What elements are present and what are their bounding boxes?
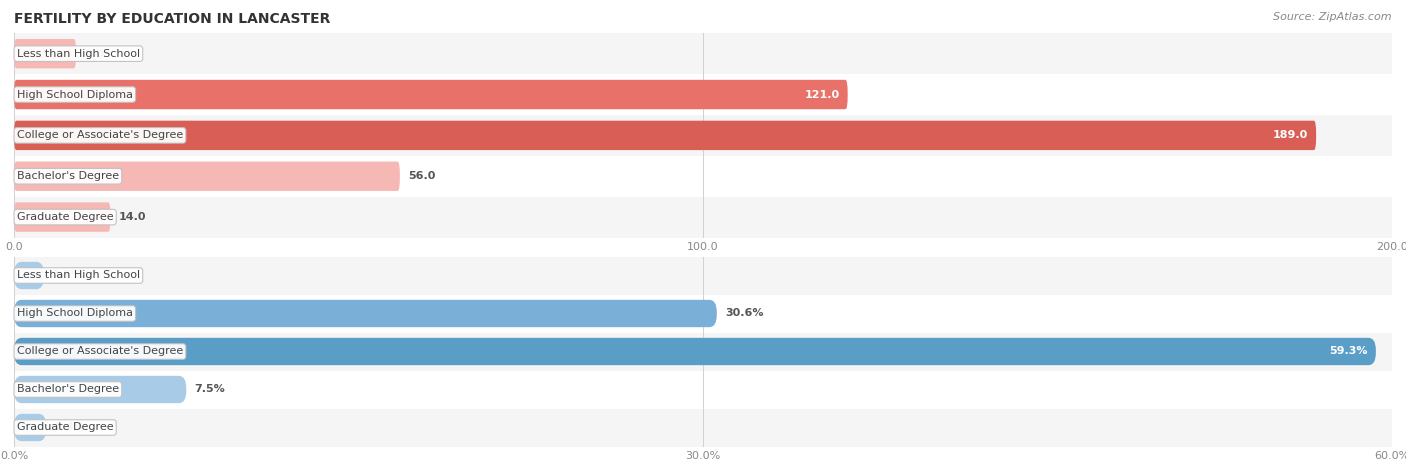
FancyBboxPatch shape [14,376,186,403]
Text: High School Diploma: High School Diploma [17,308,132,319]
Text: Bachelor's Degree: Bachelor's Degree [17,171,120,181]
Text: Graduate Degree: Graduate Degree [17,212,114,222]
Text: Less than High School: Less than High School [17,48,141,59]
Bar [14,156,1392,197]
FancyBboxPatch shape [14,121,1316,150]
Text: 189.0: 189.0 [1272,130,1308,141]
Bar [14,115,1392,156]
Text: Less than High School: Less than High School [17,270,141,281]
Text: 121.0: 121.0 [804,89,839,100]
FancyBboxPatch shape [14,202,111,232]
FancyBboxPatch shape [14,338,1376,365]
Text: 1.3%: 1.3% [52,270,83,281]
Text: Source: ZipAtlas.com: Source: ZipAtlas.com [1274,12,1392,22]
Bar [14,197,1392,238]
FancyBboxPatch shape [14,162,399,191]
Bar [14,256,1392,294]
Text: 30.6%: 30.6% [725,308,763,319]
Bar [14,33,1392,74]
Bar [14,294,1392,332]
Bar [14,332,1392,371]
Text: 56.0: 56.0 [408,171,436,181]
FancyBboxPatch shape [14,80,848,109]
Text: College or Associate's Degree: College or Associate's Degree [17,346,183,357]
Text: College or Associate's Degree: College or Associate's Degree [17,130,183,141]
Text: Bachelor's Degree: Bachelor's Degree [17,384,120,395]
FancyBboxPatch shape [14,262,44,289]
Text: Graduate Degree: Graduate Degree [17,422,114,433]
Bar [14,408,1392,446]
Bar [14,74,1392,115]
FancyBboxPatch shape [14,414,46,441]
FancyBboxPatch shape [14,300,717,327]
Text: 7.5%: 7.5% [194,384,225,395]
Text: FERTILITY BY EDUCATION IN LANCASTER: FERTILITY BY EDUCATION IN LANCASTER [14,12,330,26]
Bar [14,370,1392,408]
Text: 14.0: 14.0 [118,212,146,222]
Text: 59.3%: 59.3% [1329,346,1368,357]
Text: 9.0: 9.0 [84,48,104,59]
FancyBboxPatch shape [14,39,76,68]
Text: High School Diploma: High School Diploma [17,89,132,100]
Text: 1.4%: 1.4% [55,422,86,433]
